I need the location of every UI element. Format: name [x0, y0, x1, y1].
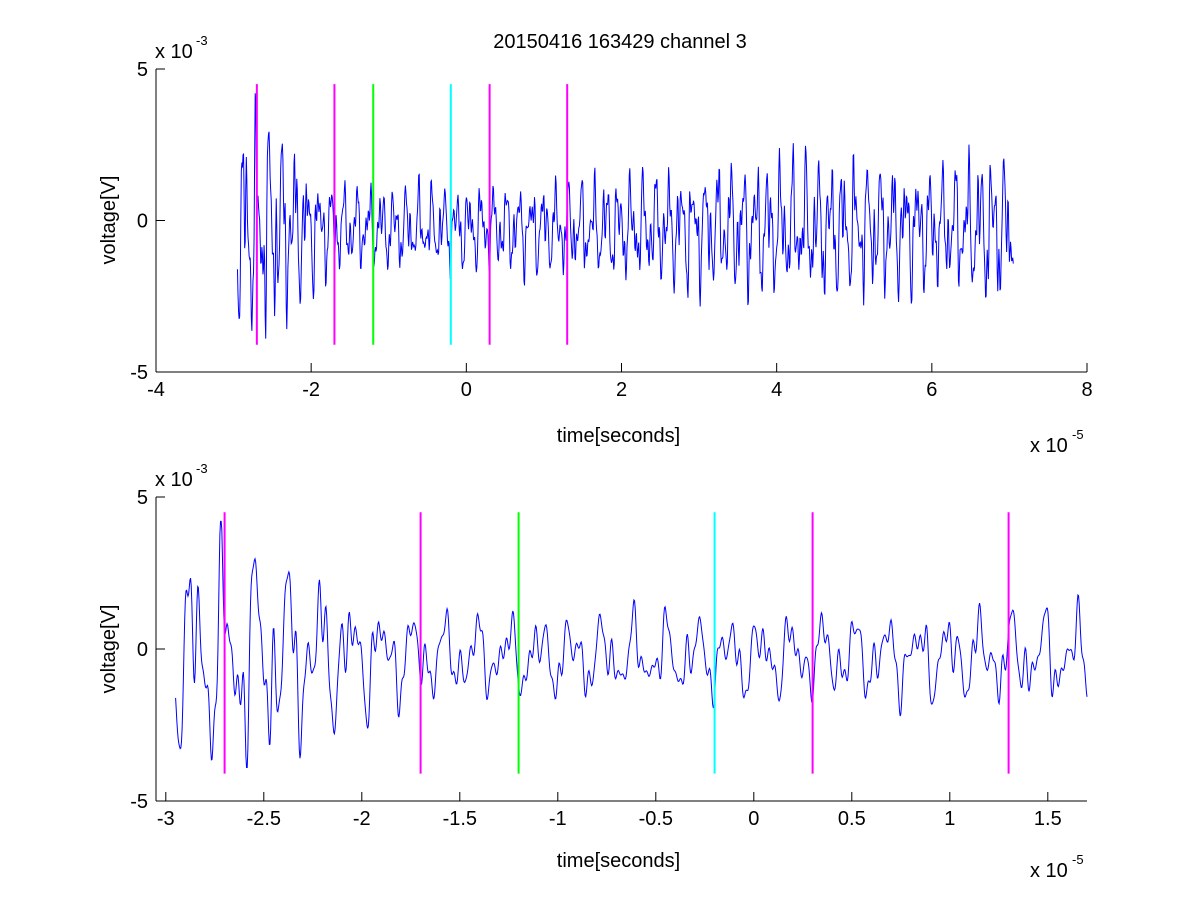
x-tick-label: 1 — [944, 808, 955, 830]
y-axis-multiplier: x 10 — [155, 469, 193, 491]
x-axis-exponent: -5 — [1072, 427, 1084, 442]
y-axis-label: voltage[V] — [98, 605, 120, 694]
x-tick-label: 0 — [748, 808, 759, 830]
bottom-plot: -3 -2.5 -2 -1.5 -1 -0.5 0 0.5 1 1.5 -5 0 5 time[secon… — [98, 461, 1088, 882]
x-tick-label: 6 — [926, 379, 937, 401]
x-tick-label: -0.5 — [639, 808, 673, 830]
y-tick-label: 5 — [137, 59, 148, 81]
y-axis-multiplier: x 10 — [155, 41, 193, 63]
y-tick-label: -5 — [130, 362, 148, 384]
y-tick-label: -5 — [130, 791, 148, 813]
x-tick-label: -1 — [549, 808, 567, 830]
x-axis-exponent: -5 — [1072, 852, 1084, 867]
y-axis-exponent: -3 — [196, 461, 208, 476]
y-axis-label: voltage[V] — [98, 176, 120, 265]
signal-trace — [236, 93, 1014, 339]
x-tick-label: 4 — [771, 379, 782, 401]
signal-trace — [175, 520, 1088, 769]
chart-title: 20150416 163429 channel 3 — [493, 31, 747, 53]
y-axis-exponent: -3 — [196, 33, 208, 48]
x-tick-label: 1.5 — [1034, 808, 1062, 830]
x-tick-label: 0.5 — [838, 808, 866, 830]
x-axis-label: time[seconds] — [557, 425, 680, 447]
x-axis-multiplier: x 10 — [1030, 435, 1068, 457]
x-tick-label: -4 — [147, 379, 165, 401]
x-tick-label: 8 — [1081, 379, 1092, 401]
x-tick-label: 2 — [616, 379, 627, 401]
y-tick-label: 0 — [137, 211, 148, 233]
x-tick-label: -3 — [157, 808, 175, 830]
top-plot: -4 -2 0 2 4 6 8 -5 0 5 time[seconds] voltage[V] x 10… — [98, 33, 1093, 457]
x-tick-label: -1.5 — [443, 808, 477, 830]
x-tick-label: -2 — [302, 379, 320, 401]
x-axis-multiplier: x 10 — [1030, 860, 1068, 882]
x-tick-label: 0 — [461, 379, 472, 401]
x-axis-label: time[seconds] — [557, 850, 680, 872]
x-tick-label: -2.5 — [247, 808, 281, 830]
y-tick-label: 0 — [137, 639, 148, 661]
y-tick-label: 5 — [137, 487, 148, 509]
x-tick-label: -2 — [353, 808, 371, 830]
